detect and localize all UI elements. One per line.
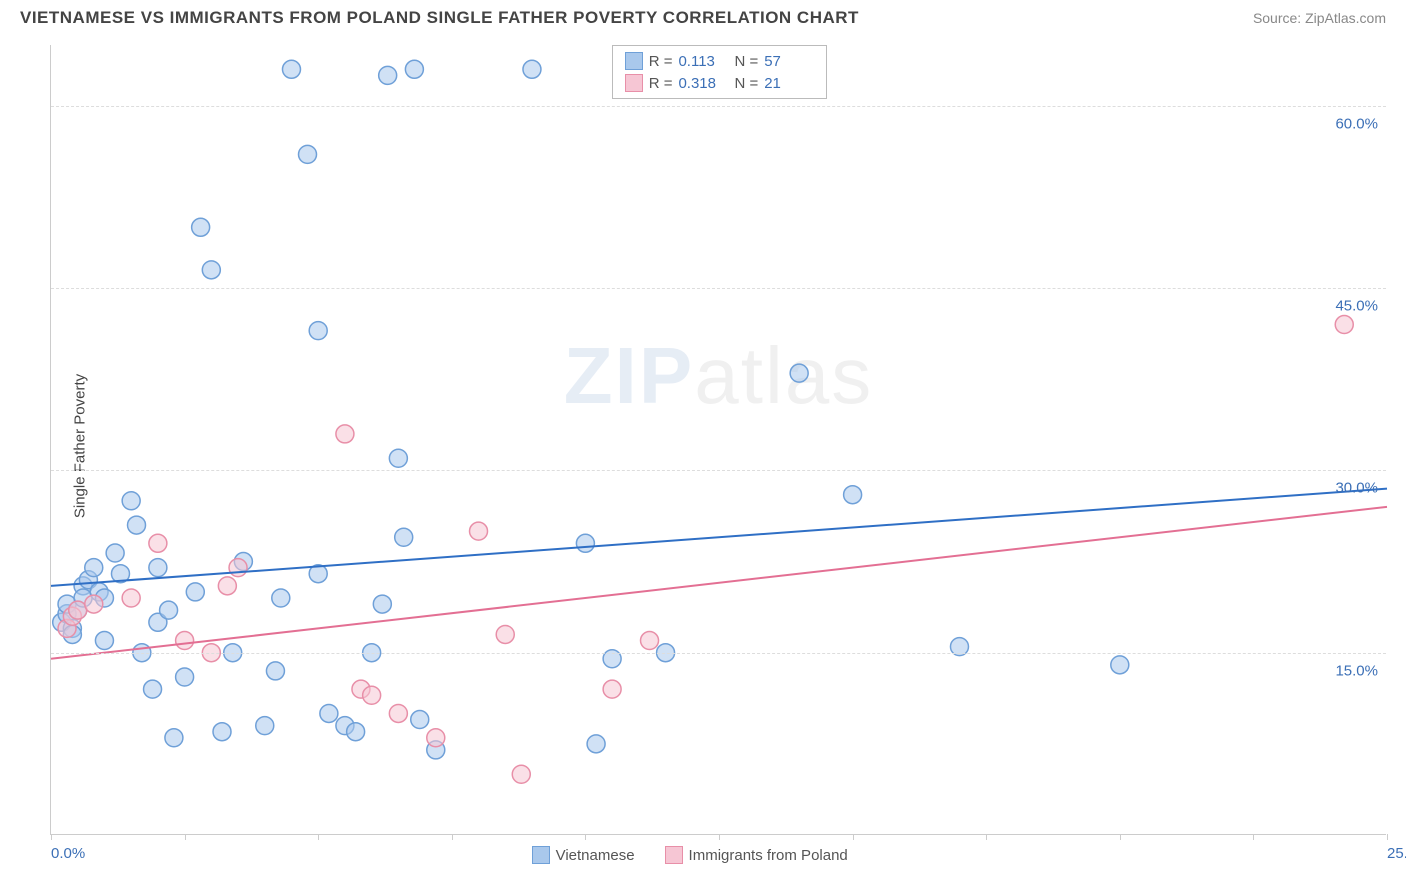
stats-row: R = 0.318 N = 21 [625,72,815,94]
data-point [395,528,413,546]
data-point [576,534,594,552]
r-label: R = [649,75,673,92]
y-tick-label: 15.0% [1335,662,1378,679]
r-value: 0.113 [678,53,728,70]
data-point [320,704,338,722]
stats-row: R = 0.113 N = 57 [625,50,815,72]
legend-swatch [625,52,643,70]
legend-label: Vietnamese [556,847,635,864]
data-point [122,492,140,510]
data-point [176,632,194,650]
data-point [299,145,317,163]
gridline [51,288,1386,289]
gridline [51,106,1386,107]
data-point [186,583,204,601]
x-tick [1253,834,1254,840]
scatter-plot [51,45,1386,834]
data-point [347,723,365,741]
data-point [106,544,124,562]
stats-legend: R = 0.113 N = 57 R = 0.318 N = 21 [612,45,828,99]
data-point [309,322,327,340]
gridline [51,470,1386,471]
data-point [373,595,391,613]
x-tick [452,834,453,840]
legend-label: Immigrants from Poland [689,847,848,864]
x-tick [853,834,854,840]
chart-area: ZIPatlas R =0.113N =57R =0.318N =21 Viet… [50,45,1386,835]
x-tick [318,834,319,840]
legend-item: Vietnamese [532,846,635,864]
x-tick [1120,834,1121,840]
r-label: R = [649,53,673,70]
x-tick [585,834,586,840]
trend-line [51,507,1387,659]
source-attribution: Source: ZipAtlas.com [1253,10,1386,26]
data-point [202,261,220,279]
n-value: 21 [764,75,814,92]
y-tick-label: 45.0% [1335,298,1378,315]
x-tick [1387,834,1388,840]
y-tick-label: 30.0% [1335,480,1378,497]
data-point [85,595,103,613]
data-point [427,729,445,747]
x-tick [51,834,52,840]
data-point [218,577,236,595]
x-tick [986,834,987,840]
data-point [128,516,146,534]
data-point [844,486,862,504]
gridline [51,653,1386,654]
data-point [192,218,210,236]
data-point [85,559,103,577]
data-point [405,60,423,78]
data-point [256,717,274,735]
data-point [603,680,621,698]
data-point [1111,656,1129,674]
data-point [389,704,407,722]
data-point [213,723,231,741]
data-point [363,686,381,704]
data-point [266,662,284,680]
data-point [470,522,488,540]
x-tick [185,834,186,840]
x-tick-label: 0.0% [51,845,85,862]
series-legend: Vietnamese Immigrants from Poland [532,846,848,864]
data-point [379,66,397,84]
r-value: 0.318 [678,75,728,92]
legend-swatch [532,846,550,864]
y-tick-label: 60.0% [1335,115,1378,132]
data-point [122,589,140,607]
data-point [229,559,247,577]
data-point [282,60,300,78]
data-point [160,601,178,619]
n-label: N = [734,53,758,70]
data-point [512,765,530,783]
data-point [790,364,808,382]
data-point [411,711,429,729]
data-point [272,589,290,607]
data-point [149,534,167,552]
data-point [496,625,514,643]
data-point [587,735,605,753]
data-point [641,632,659,650]
legend-swatch [665,846,683,864]
data-point [176,668,194,686]
header: VIETNAMESE VS IMMIGRANTS FROM POLAND SIN… [0,0,1406,30]
x-tick [719,834,720,840]
page-title: VIETNAMESE VS IMMIGRANTS FROM POLAND SIN… [20,8,859,28]
data-point [144,680,162,698]
data-point [523,60,541,78]
data-point [95,632,113,650]
trend-line [51,489,1387,586]
data-point [336,425,354,443]
n-label: N = [734,75,758,92]
n-value: 57 [764,53,814,70]
data-point [149,559,167,577]
data-point [1335,316,1353,334]
legend-item: Immigrants from Poland [665,846,848,864]
data-point [165,729,183,747]
legend-swatch [625,74,643,92]
data-point [389,449,407,467]
